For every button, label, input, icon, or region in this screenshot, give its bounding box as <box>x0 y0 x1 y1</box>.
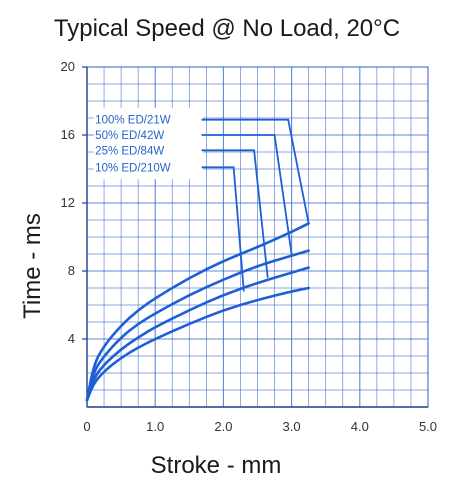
series-line <box>85 266 310 402</box>
x-tick-labels: 0 1.0 2.0 3.0 4.0 5.0 <box>83 419 437 434</box>
legend-box <box>93 107 203 180</box>
legend: 100% ED/21W 50% ED/42W 25% ED/84W 10% ED/21… <box>93 107 310 292</box>
x-tick-label: 4.0 <box>351 419 369 434</box>
legend-leader-line <box>201 166 245 292</box>
y-tick-label: 16 <box>61 127 75 142</box>
legend-label: 50% ED/42W <box>95 130 164 142</box>
legend-leader-line <box>201 118 310 224</box>
y-tick-labels: 4 8 12 16 20 <box>61 59 87 346</box>
x-tick-label: 1.0 <box>146 419 164 434</box>
legend-leader-line <box>201 134 293 255</box>
axes <box>86 66 429 408</box>
x-tick-label: 3.0 <box>283 419 301 434</box>
y-tick-label: 20 <box>61 59 75 74</box>
x-tick-label: 5.0 <box>419 419 437 434</box>
legend-label: 100% ED/21W <box>95 115 171 127</box>
y-tick-label: 12 <box>61 195 75 210</box>
series-line <box>85 222 310 402</box>
x-tick-label: 0 <box>83 419 90 434</box>
legend-label: 10% ED/210W <box>95 162 171 174</box>
series-line <box>85 286 310 402</box>
series-line <box>85 249 310 402</box>
legend-leader-line <box>201 149 269 278</box>
chart-title: Typical Speed @ No Load, 20°C <box>53 15 401 42</box>
y-axis-label: Time - ms <box>19 213 46 319</box>
y-tick-label: 4 <box>68 331 75 346</box>
series-lines <box>85 222 310 402</box>
y-tick-label: 8 <box>68 263 75 278</box>
x-axis-label: Stroke - mm <box>150 452 282 479</box>
x-tick-label: 2.0 <box>214 419 232 434</box>
legend-label: 25% ED/84W <box>95 145 164 157</box>
